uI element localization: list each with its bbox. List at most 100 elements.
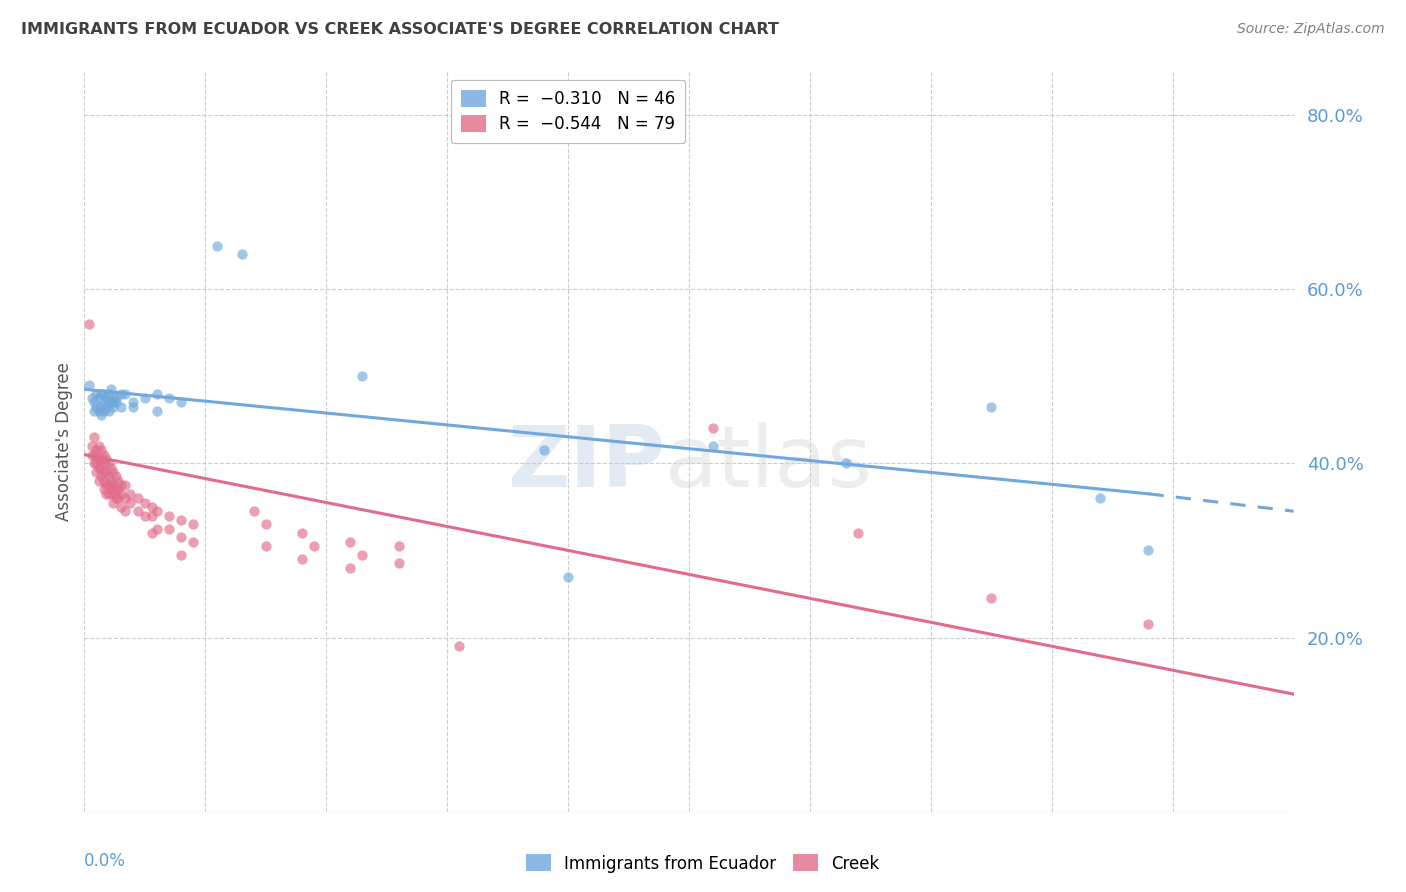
Point bbox=[90, 452, 112, 467]
Point bbox=[97, 395, 120, 409]
Text: 0.0%: 0.0% bbox=[84, 853, 127, 871]
Point bbox=[107, 474, 129, 488]
Point bbox=[80, 439, 103, 453]
Point bbox=[254, 517, 277, 532]
Text: atlas: atlas bbox=[665, 422, 873, 505]
Point bbox=[104, 395, 127, 409]
Point bbox=[702, 421, 724, 435]
Point bbox=[100, 395, 122, 409]
Point bbox=[231, 247, 253, 261]
Point bbox=[97, 469, 120, 483]
Point bbox=[157, 522, 180, 536]
Point bbox=[207, 238, 229, 252]
Point bbox=[181, 534, 204, 549]
Point bbox=[702, 439, 724, 453]
Point bbox=[80, 448, 103, 462]
Point bbox=[103, 478, 125, 492]
Point bbox=[77, 317, 100, 331]
Point bbox=[110, 400, 132, 414]
Point bbox=[93, 465, 115, 479]
Point bbox=[100, 474, 122, 488]
Point bbox=[90, 469, 112, 483]
Point bbox=[170, 513, 193, 527]
Point bbox=[157, 391, 180, 405]
Point bbox=[77, 378, 100, 392]
Point bbox=[93, 404, 115, 418]
Point bbox=[170, 548, 193, 562]
Point bbox=[103, 487, 125, 501]
Point bbox=[557, 569, 579, 583]
Point bbox=[110, 478, 132, 492]
Point bbox=[94, 465, 117, 479]
Point bbox=[103, 391, 125, 405]
Point bbox=[93, 456, 115, 470]
Point bbox=[100, 483, 122, 497]
Point bbox=[170, 395, 193, 409]
Point bbox=[291, 526, 314, 541]
Point bbox=[533, 443, 555, 458]
Point bbox=[104, 491, 127, 505]
Point bbox=[107, 491, 129, 505]
Point bbox=[449, 639, 471, 653]
Point bbox=[388, 539, 411, 553]
Point bbox=[94, 452, 117, 467]
Point bbox=[94, 478, 117, 492]
Point bbox=[87, 474, 110, 488]
Point bbox=[141, 526, 163, 541]
Point bbox=[121, 400, 143, 414]
Legend: Immigrants from Ecuador, Creek: Immigrants from Ecuador, Creek bbox=[519, 847, 887, 880]
Point bbox=[388, 557, 411, 571]
Point bbox=[120, 495, 142, 509]
Point bbox=[93, 386, 115, 401]
Point bbox=[94, 391, 117, 405]
Point bbox=[141, 508, 163, 523]
Point bbox=[93, 483, 115, 497]
Point bbox=[83, 395, 105, 409]
Point bbox=[134, 508, 156, 523]
Point bbox=[87, 404, 110, 418]
Text: IMMIGRANTS FROM ECUADOR VS CREEK ASSOCIATE'S DEGREE CORRELATION CHART: IMMIGRANTS FROM ECUADOR VS CREEK ASSOCIA… bbox=[21, 22, 779, 37]
Point bbox=[104, 391, 127, 405]
Point bbox=[134, 495, 156, 509]
Point bbox=[87, 391, 110, 405]
Point bbox=[100, 382, 122, 396]
Point bbox=[141, 500, 163, 514]
Point bbox=[87, 439, 110, 453]
Point bbox=[93, 448, 115, 462]
Point bbox=[83, 448, 105, 462]
Point bbox=[83, 430, 105, 444]
Point bbox=[127, 504, 149, 518]
Point bbox=[100, 460, 122, 475]
Point bbox=[110, 487, 132, 501]
Point bbox=[90, 409, 112, 423]
Point bbox=[86, 400, 108, 414]
Point bbox=[83, 404, 105, 418]
Point bbox=[103, 465, 125, 479]
Point bbox=[146, 504, 169, 518]
Point bbox=[94, 400, 117, 414]
Legend: R =  −0.310   N = 46, R =  −0.544   N = 79: R = −0.310 N = 46, R = −0.544 N = 79 bbox=[451, 79, 685, 143]
Text: Source: ZipAtlas.com: Source: ZipAtlas.com bbox=[1237, 22, 1385, 37]
Point bbox=[1088, 491, 1111, 505]
Point bbox=[86, 386, 108, 401]
Point bbox=[114, 478, 136, 492]
Point bbox=[302, 539, 325, 553]
Point bbox=[110, 386, 132, 401]
Point bbox=[242, 504, 264, 518]
Point bbox=[157, 508, 180, 523]
Point bbox=[86, 456, 108, 470]
Point bbox=[86, 465, 108, 479]
Point bbox=[94, 487, 117, 501]
Point bbox=[97, 386, 120, 401]
Point bbox=[97, 478, 120, 492]
Point bbox=[127, 491, 149, 505]
Point bbox=[181, 517, 204, 532]
Point bbox=[291, 552, 314, 566]
Point bbox=[104, 469, 127, 483]
Point bbox=[121, 395, 143, 409]
Point bbox=[134, 391, 156, 405]
Point bbox=[120, 487, 142, 501]
Point bbox=[83, 456, 105, 470]
Point bbox=[86, 443, 108, 458]
Point bbox=[90, 460, 112, 475]
